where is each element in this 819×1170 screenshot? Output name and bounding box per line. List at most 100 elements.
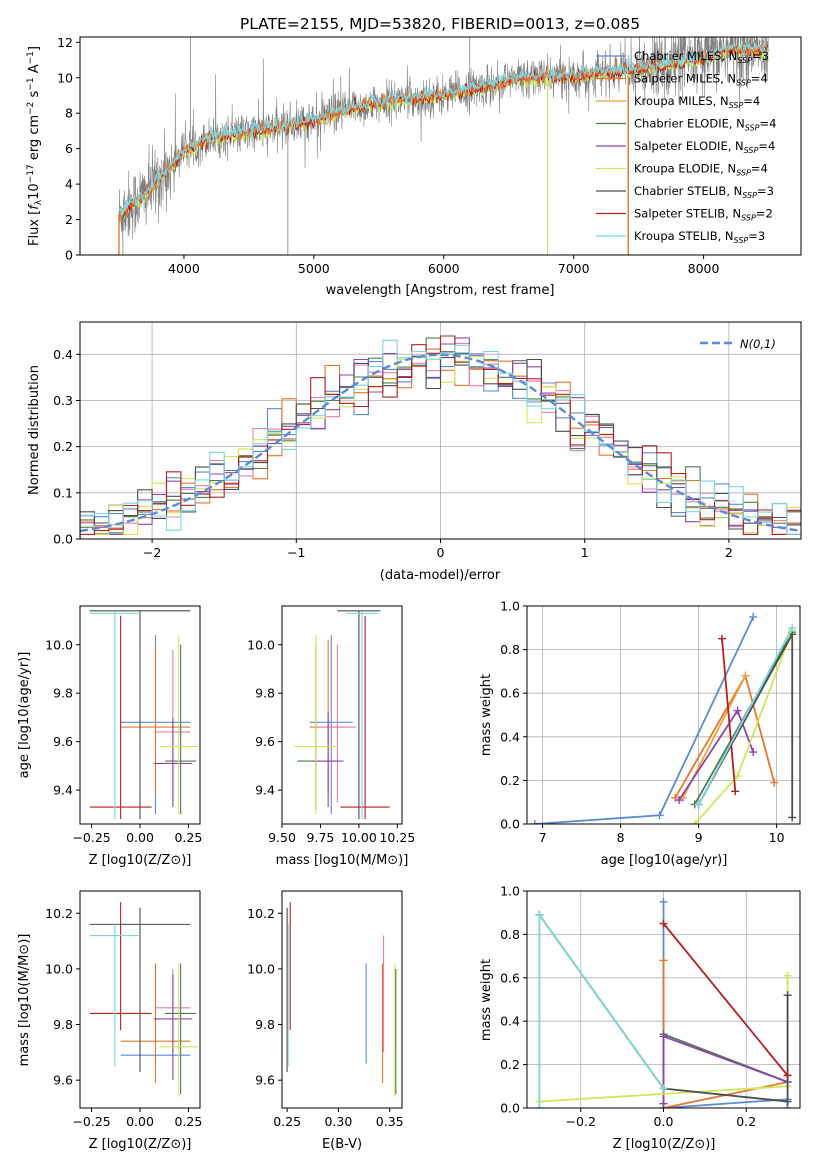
model-spectrum-line: [118, 42, 769, 216]
legend-label: Chabrier MILES, NSSP=3: [634, 49, 769, 65]
y-tick-label: 9.6: [53, 734, 73, 749]
y-tick-label: 9.6: [53, 1073, 73, 1088]
weight-marker: [749, 612, 758, 621]
axes-frame: [281, 605, 403, 825]
x-tick-label: 9.50: [268, 830, 296, 845]
weight-marker: [783, 1097, 792, 1106]
y-tick-label: 0.8: [500, 927, 520, 942]
weight-marker: [731, 787, 740, 796]
x-tick-label: 8: [617, 830, 625, 845]
panel-residuals: −2 −1 0 1 2 0.0 0.1 0.2 0.3 0.4: [53, 321, 802, 560]
normal-curve: [80, 353, 799, 533]
y-tick-label: 9.4: [53, 783, 73, 798]
y-tick-label: 6: [65, 141, 73, 156]
weight-marker: [741, 671, 750, 680]
x-tick-label: 10: [769, 830, 785, 845]
x-tick-label: 0.25: [273, 1114, 301, 1129]
legend: Chabrier MILES, NSSP=3 Salpeter MILES, NS…: [596, 49, 776, 245]
histogram-step: [80, 339, 801, 539]
y-tick-label: 9.4: [255, 783, 275, 798]
panel-weight-vs-age: 7 8 9 10 0.0 0.2 0.4 0.6 0.8 1.0: [500, 599, 801, 845]
x-axis-label: E(B-V): [322, 1137, 362, 1152]
weight-marker: [655, 811, 664, 820]
y-axis-label: mass weight: [479, 959, 494, 1041]
y-tick-label: 9.8: [53, 686, 73, 701]
y-tick-label: 0.4: [53, 347, 73, 362]
weight-marker: [718, 634, 726, 643]
grid-lines: [527, 605, 800, 825]
x-tick-label: −1: [287, 545, 305, 560]
x-tick-label: 4000: [168, 261, 200, 276]
legend-label: N(0,1): [740, 337, 776, 351]
panel-age-vs-Z: −0.25 0.00 0.25 9.4 9.6 9.8 10.0: [45, 605, 202, 845]
x-axis-label: wavelength [Angstrom, rest frame]: [326, 283, 555, 298]
weight-marker: [530, 820, 539, 824]
x-tick-label: 0.2: [736, 1114, 756, 1129]
chart-title: PLATE=2155, MJD=53820, FIBERID=0013, z=0…: [240, 15, 640, 33]
y-tick-label: 10.0: [247, 961, 275, 976]
weight-marker: [783, 991, 792, 1000]
axes-frame: [79, 890, 201, 1109]
plot-area: [118, 37, 769, 255]
weight-marker: [733, 706, 742, 715]
y-tick-label: 0.0: [500, 1101, 520, 1116]
y-tick-label: 10.0: [45, 961, 73, 976]
legend-label: Kroupa ELODIE, NSSP=4: [634, 162, 768, 178]
weight-marker: [788, 623, 797, 632]
x-axis-label: age [log10(age/yr)]: [601, 853, 728, 868]
y-tick-label: 10.2: [45, 906, 73, 921]
x-tick-label: 0.0: [654, 1114, 674, 1129]
y-tick-label: 9.6: [255, 734, 275, 749]
x-tick-label: 1: [581, 545, 589, 560]
weight-marker: [783, 1071, 792, 1080]
y-tick-label: 0.1: [53, 485, 73, 500]
y-tick-label: 9.8: [255, 686, 275, 701]
x-tick-label: −0.25: [72, 830, 110, 845]
y-tick-label: 0.2: [53, 439, 73, 454]
weight-marker: [690, 820, 699, 824]
weight-marker: [694, 800, 703, 809]
weight-marker: [783, 971, 792, 980]
x-tick-label: 0.35: [376, 1114, 404, 1129]
x-tick-label: 5000: [298, 261, 330, 276]
y-tick-label: 12: [57, 35, 73, 50]
panel-spectrum: 4000 5000 6000 7000 8000 0 2 4 6 8 10 12: [57, 35, 802, 276]
weight-line: [721, 638, 737, 792]
y-tick-label: 0.2: [500, 773, 520, 788]
y-tick-label: 4: [65, 177, 73, 192]
axes-frame: [79, 605, 201, 825]
x-tick-label: 0.30: [324, 1114, 352, 1129]
legend-label: Kroupa STELIB, NSSP=3: [634, 229, 765, 245]
x-tick-label: 10.00: [341, 830, 377, 845]
weight-line: [697, 633, 794, 818]
axes-frame: [79, 321, 802, 540]
y-axis-label: Flux [fλ10−17 erg cm−2 s−1 A−1]: [26, 46, 44, 246]
plot-area: [89, 902, 199, 1097]
x-tick-label: 7000: [558, 261, 590, 276]
x-tick-label: 7: [539, 830, 547, 845]
plot-area: [535, 897, 792, 1108]
plot-area: [286, 902, 397, 1097]
x-tick-label: −2: [143, 545, 161, 560]
axes-frame: [281, 890, 403, 1109]
x-axis-label: mass [log10(M/M⊙)]: [276, 853, 409, 868]
y-tick-label: 10: [57, 70, 73, 85]
weight-marker: [535, 910, 544, 919]
panel-mass-vs-ebv: 0.25 0.30 0.35 9.6 9.8 10.0 10.2: [247, 890, 404, 1129]
x-tick-label: 9.75: [307, 830, 335, 845]
y-axis-label: Normed distribution: [27, 365, 42, 495]
x-tick-label: 0: [437, 545, 445, 560]
x-tick-label: 8000: [688, 261, 720, 276]
x-tick-label: 0.25: [174, 1114, 202, 1129]
y-tick-label: 10.0: [45, 637, 73, 652]
x-tick-label: −0.25: [72, 1114, 110, 1129]
legend-label: Kroupa MILES, NSSP=4: [634, 94, 760, 110]
legend-label: Salpeter MILES, NSSP=4: [634, 72, 768, 88]
legend-label: Salpeter STELIB, NSSP=2: [634, 207, 773, 223]
x-tick-label: 2: [725, 545, 733, 560]
weight-line: [662, 901, 789, 1108]
panel-age-vs-mass: 9.50 9.75 10.00 10.25 9.4 9.6 9.8 10.0: [247, 605, 415, 845]
y-tick-label: 9.6: [255, 1073, 275, 1088]
x-tick-label: 9: [695, 830, 703, 845]
weight-marker: [659, 897, 668, 906]
